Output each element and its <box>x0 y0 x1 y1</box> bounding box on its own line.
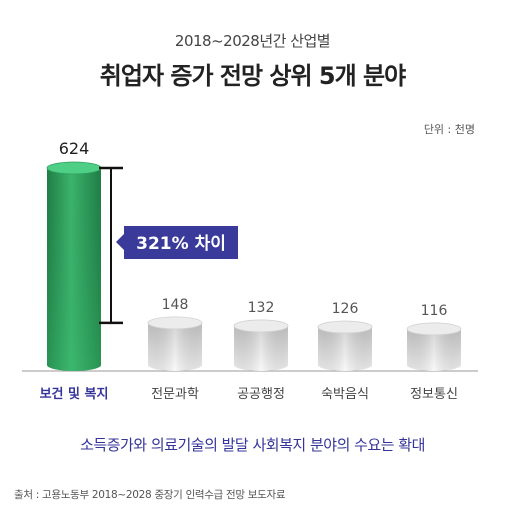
bar <box>317 320 373 371</box>
difference-bracket <box>99 166 123 325</box>
data-label: 126 <box>332 301 359 317</box>
bar <box>46 161 102 371</box>
category-label: 숙박음식 <box>321 387 369 402</box>
data-label: 624 <box>59 139 90 158</box>
bar <box>147 316 203 371</box>
unit-label: 단위 : 천명 <box>423 123 475 136</box>
data-label: 132 <box>248 300 275 316</box>
chart-subtitle: 2018~2028년간 산업별 <box>174 32 331 50</box>
bar <box>406 322 462 371</box>
callout-box <box>116 226 238 259</box>
data-label: 116 <box>421 303 448 319</box>
category-label: 보건 및 복지 <box>40 386 109 402</box>
bar <box>233 319 289 371</box>
bar-body-shade <box>148 322 202 371</box>
callout-label: 321% 차이 <box>136 234 226 254</box>
category-label: 전문과학 <box>151 387 199 402</box>
bars-group: 624 보건 및 복지 148 전문과학 132 공공행정 126 숙박음식 116 정보통신 <box>40 139 462 402</box>
category-label: 정보통신 <box>410 387 458 402</box>
bar-top <box>46 161 102 175</box>
source-note: 출처 : 고용노동부 2018~2028 중장기 인력수급 전망 보도자료 <box>14 489 286 501</box>
category-label: 공공행정 <box>237 386 285 402</box>
chart-title: 취업자 증가 전망 상위 5개 분야 <box>99 62 406 90</box>
summary-note: 소득증가와 의료기술의 발달 사회복지 분야의 수요는 확대 <box>80 436 425 454</box>
bar-body-shade <box>47 168 101 371</box>
bar-top <box>317 320 373 334</box>
bar-body-shade <box>407 328 461 371</box>
bar-body-shade <box>318 327 372 371</box>
bar-body-shade <box>234 325 288 371</box>
bar-top <box>147 316 203 330</box>
data-label: 148 <box>162 297 189 313</box>
bar-top <box>406 322 462 336</box>
difference-callout: 321% 차이 <box>116 226 238 259</box>
bar-top <box>233 319 289 333</box>
